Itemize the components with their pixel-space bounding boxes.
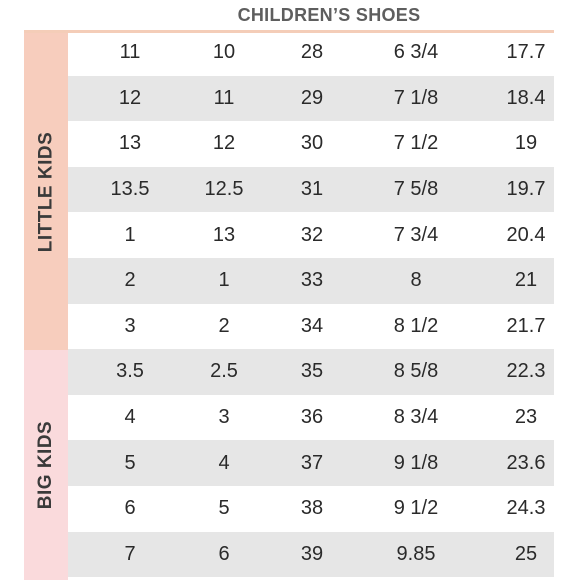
table-row: 1 13 32 7 3/4 20.4 xyxy=(68,212,554,258)
cell-cm: 22.3 xyxy=(506,360,546,383)
cell-inches: 6 3/4 xyxy=(393,41,439,64)
table-row: 13.5 12.5 31 7 5/8 19.7 xyxy=(68,166,554,213)
cell-us-size: 5 xyxy=(124,451,136,474)
cell-uk-size: 4 xyxy=(218,451,230,474)
size-table: 11 10 28 6 3/4 17.7 12 11 29 7 1/8 18.4 … xyxy=(68,30,554,578)
cell-eu-size: 38 xyxy=(300,497,324,520)
cell-inches: 8 5/8 xyxy=(393,360,439,383)
cell-inches: 9 1/2 xyxy=(393,497,439,520)
cell-cm: 23.6 xyxy=(506,451,546,474)
cell-uk-size: 13 xyxy=(212,223,236,246)
cell-uk-size: 2 xyxy=(218,314,230,337)
section-little-kids: LITTLE KIDS xyxy=(24,33,68,350)
cell-uk-size: 6 xyxy=(218,542,230,565)
size-chart: CHILDREN’S SHOES LITTLE KIDS BIG KIDS 11… xyxy=(24,0,554,580)
cell-uk-size: 2.5 xyxy=(210,360,238,383)
table-row: 3.5 2.5 35 8 5/8 22.3 xyxy=(68,349,554,395)
cell-cm: 18.4 xyxy=(506,86,546,109)
table-row: 12 11 29 7 1/8 18.4 xyxy=(68,75,554,122)
cell-cm: 19.7 xyxy=(506,178,546,201)
cell-cm: 21 xyxy=(514,269,538,292)
cell-cm: 25 xyxy=(514,542,538,565)
cell-inches: 8 xyxy=(410,269,422,292)
cell-eu-size: 35 xyxy=(300,360,324,383)
cell-inches: 7 1/8 xyxy=(393,86,439,109)
cell-us-size: 13.5 xyxy=(110,178,150,201)
cell-inches: 9 1/8 xyxy=(393,451,439,474)
table-row: 3 2 34 8 1/2 21.7 xyxy=(68,304,554,350)
cell-us-size: 11 xyxy=(119,41,141,64)
table-row: 5 4 37 9 1/8 23.6 xyxy=(68,440,554,486)
cell-us-size: 13 xyxy=(118,132,142,155)
section-big-kids: BIG KIDS xyxy=(24,350,68,580)
cell-eu-size: 29 xyxy=(300,86,324,109)
cell-inches: 7 1/2 xyxy=(393,132,439,155)
cell-us-size: 3 xyxy=(124,314,136,337)
cell-cm: 17.7 xyxy=(506,41,546,64)
cell-uk-size: 11 xyxy=(213,86,235,109)
cell-inches: 8 1/2 xyxy=(393,314,439,337)
cell-uk-size: 10 xyxy=(212,41,236,64)
table-row: 4 3 36 8 3/4 23 xyxy=(68,395,554,441)
title-bar: CHILDREN’S SHOES xyxy=(24,0,554,33)
cell-eu-size: 34 xyxy=(300,314,324,337)
cell-uk-size: 12.5 xyxy=(204,178,244,201)
cell-eu-size: 39 xyxy=(300,542,324,565)
chart-title: CHILDREN’S SHOES xyxy=(237,4,421,25)
cell-inches: 7 5/8 xyxy=(393,178,439,201)
cell-cm: 20.4 xyxy=(506,223,546,246)
cell-inches: 8 3/4 xyxy=(393,406,439,429)
cell-cm: 19 xyxy=(514,132,538,155)
cell-eu-size: 37 xyxy=(300,451,324,474)
cell-us-size: 4 xyxy=(124,406,136,429)
cell-cm: 24.3 xyxy=(506,497,546,520)
cell-cm: 21.7 xyxy=(506,314,546,337)
table-row: 7 6 39 9.85 25 xyxy=(68,531,554,578)
cell-uk-size: 1 xyxy=(218,269,230,292)
cell-uk-size: 3 xyxy=(218,406,230,429)
cell-cm: 23 xyxy=(514,406,538,429)
cell-eu-size: 36 xyxy=(300,406,324,429)
cell-inches: 9.85 xyxy=(396,542,436,565)
section-label-big-kids: BIG KIDS xyxy=(35,420,57,510)
cell-eu-size: 32 xyxy=(300,223,324,246)
table-row: 13 12 30 7 1/2 19 xyxy=(68,121,554,167)
cell-uk-size: 12 xyxy=(212,132,236,155)
cell-us-size: 1 xyxy=(124,223,136,246)
cell-eu-size: 33 xyxy=(300,269,324,292)
cell-us-size: 3.5 xyxy=(116,360,144,383)
cell-eu-size: 30 xyxy=(300,132,324,155)
table-row: 11 10 28 6 3/4 17.7 xyxy=(68,30,554,76)
cell-inches: 7 3/4 xyxy=(393,223,439,246)
cell-uk-size: 5 xyxy=(218,497,230,520)
cell-eu-size: 28 xyxy=(300,41,324,64)
cell-us-size: 2 xyxy=(124,269,136,292)
cell-us-size: 12 xyxy=(118,86,142,109)
table-row: 2 1 33 8 21 xyxy=(68,257,554,304)
table-row: 6 5 38 9 1/2 24.3 xyxy=(68,486,554,532)
cell-eu-size: 31 xyxy=(300,178,324,201)
cell-us-size: 6 xyxy=(124,497,136,520)
section-label-little-kids: LITTLE KIDS xyxy=(35,131,56,252)
cell-us-size: 7 xyxy=(124,542,136,565)
